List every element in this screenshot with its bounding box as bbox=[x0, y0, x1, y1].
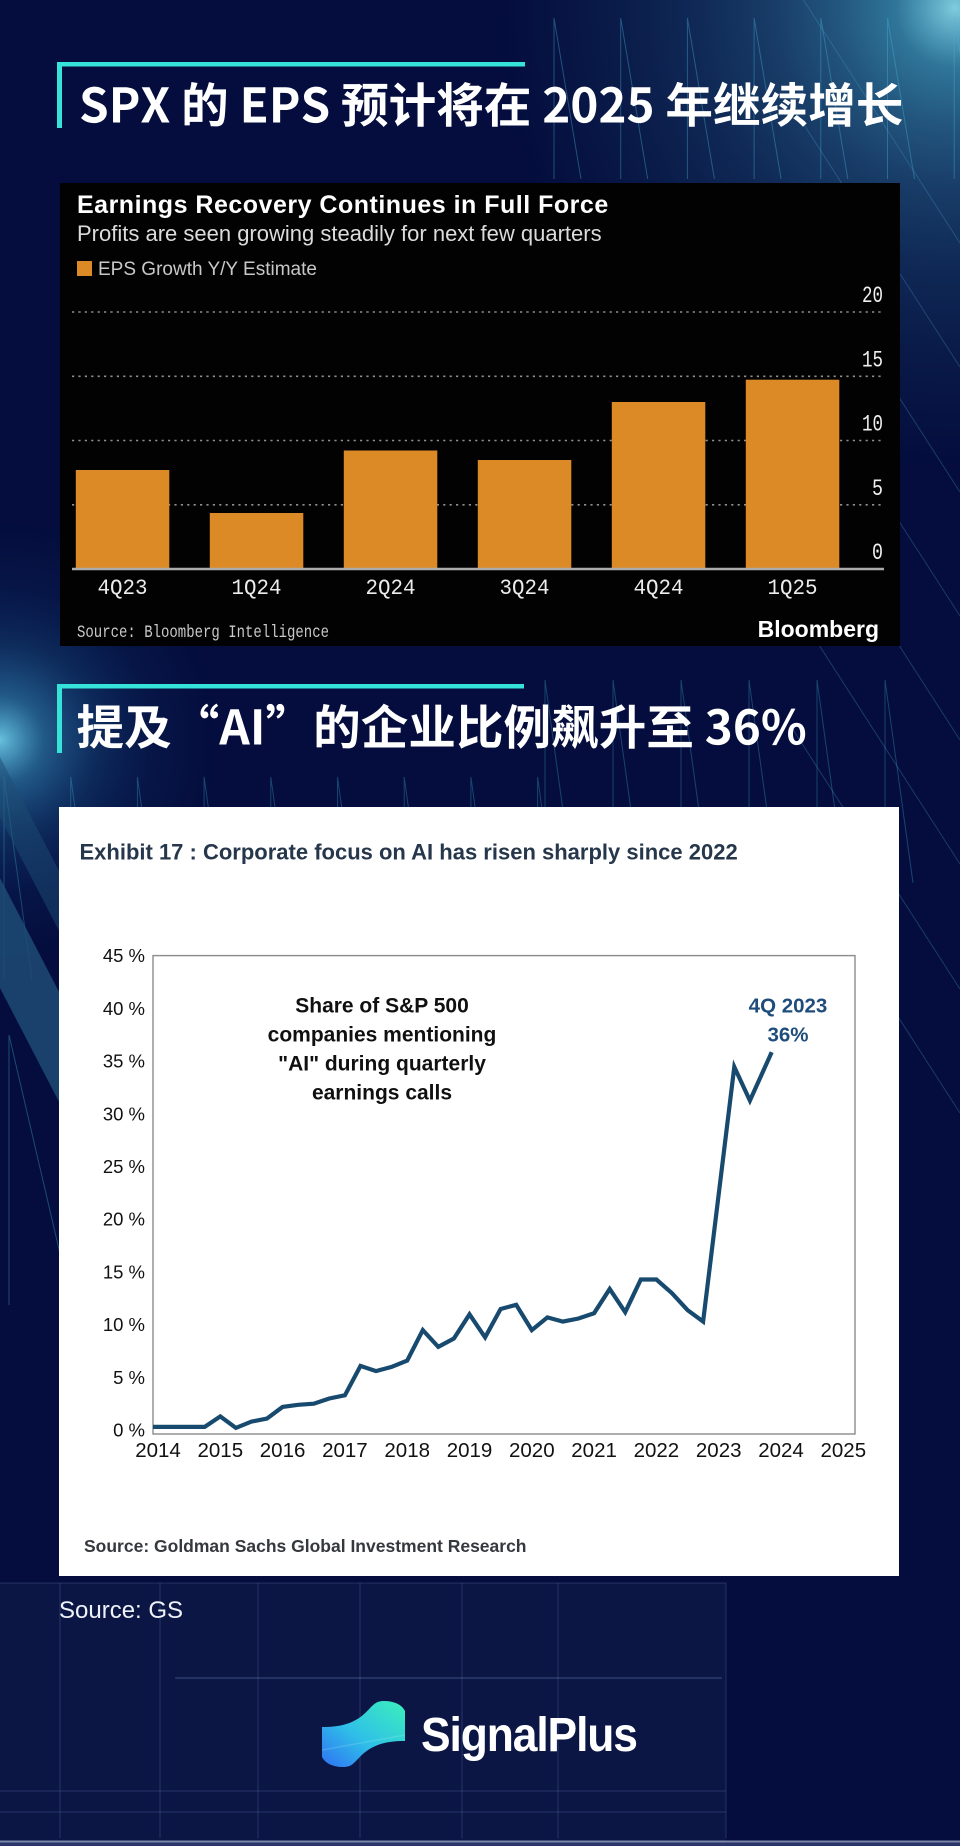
svg-text:companies mentioning: companies mentioning bbox=[268, 1024, 497, 1047]
svg-text:20 %: 20 % bbox=[103, 1209, 145, 1230]
svg-text:0 %: 0 % bbox=[113, 1420, 145, 1441]
svg-text:1Q24: 1Q24 bbox=[232, 576, 282, 601]
svg-text:4Q23: 4Q23 bbox=[98, 576, 148, 601]
svg-text:2017: 2017 bbox=[322, 1439, 368, 1462]
svg-text:Share of S&P 500: Share of S&P 500 bbox=[295, 995, 469, 1018]
svg-text:Exhibit 17 : Corporate focus o: Exhibit 17 : Corporate focus on AI has r… bbox=[80, 840, 738, 865]
svg-text:40 %: 40 % bbox=[103, 998, 145, 1019]
svg-text:20: 20 bbox=[862, 283, 883, 309]
svg-text:Profits are seen growing stead: Profits are seen growing steadily for ne… bbox=[77, 221, 602, 246]
svg-text:Source: Goldman Sachs Global I: Source: Goldman Sachs Global Investment … bbox=[84, 1536, 527, 1556]
svg-text:15 %: 15 % bbox=[103, 1261, 145, 1282]
svg-text:2018: 2018 bbox=[384, 1439, 430, 1462]
svg-text:45 %: 45 % bbox=[103, 945, 145, 966]
svg-text:4Q 2023: 4Q 2023 bbox=[749, 995, 828, 1018]
svg-text:3Q24: 3Q24 bbox=[500, 576, 550, 601]
svg-text:EPS Growth Y/Y Estimate: EPS Growth Y/Y Estimate bbox=[98, 259, 317, 280]
svg-text:2015: 2015 bbox=[197, 1439, 243, 1462]
svg-text:15: 15 bbox=[862, 347, 883, 373]
svg-text:4Q24: 4Q24 bbox=[634, 576, 684, 601]
svg-text:35 %: 35 % bbox=[103, 1051, 145, 1072]
svg-text:36%: 36% bbox=[767, 1024, 808, 1047]
svg-text:25 %: 25 % bbox=[103, 1156, 145, 1177]
svg-text:2021: 2021 bbox=[571, 1439, 617, 1462]
svg-text:2025: 2025 bbox=[820, 1439, 866, 1462]
svg-text:"AI" during quarterly: "AI" during quarterly bbox=[278, 1053, 486, 1076]
svg-text:2014: 2014 bbox=[135, 1439, 181, 1462]
svg-text:Source: Bloomberg Intelligence: Source: Bloomberg Intelligence bbox=[77, 623, 329, 643]
svg-text:30 %: 30 % bbox=[103, 1103, 145, 1124]
svg-text:2016: 2016 bbox=[260, 1439, 306, 1462]
svg-text:Bloomberg: Bloomberg bbox=[758, 616, 879, 642]
svg-text:10: 10 bbox=[862, 412, 883, 438]
svg-text:2022: 2022 bbox=[634, 1439, 680, 1462]
svg-text:Earnings Recovery Continues in: Earnings Recovery Continues in Full Forc… bbox=[77, 191, 609, 219]
svg-text:10 %: 10 % bbox=[103, 1314, 145, 1335]
svg-text:5: 5 bbox=[872, 476, 883, 502]
svg-text:earnings calls: earnings calls bbox=[312, 1082, 452, 1105]
svg-text:2024: 2024 bbox=[758, 1439, 804, 1462]
svg-text:0: 0 bbox=[872, 540, 883, 566]
svg-text:2019: 2019 bbox=[447, 1439, 493, 1462]
svg-text:5 %: 5 % bbox=[113, 1367, 145, 1388]
svg-text:2023: 2023 bbox=[696, 1439, 742, 1462]
svg-text:2020: 2020 bbox=[509, 1439, 555, 1462]
svg-text:2Q24: 2Q24 bbox=[366, 576, 416, 601]
svg-text:1Q25: 1Q25 bbox=[768, 576, 818, 601]
